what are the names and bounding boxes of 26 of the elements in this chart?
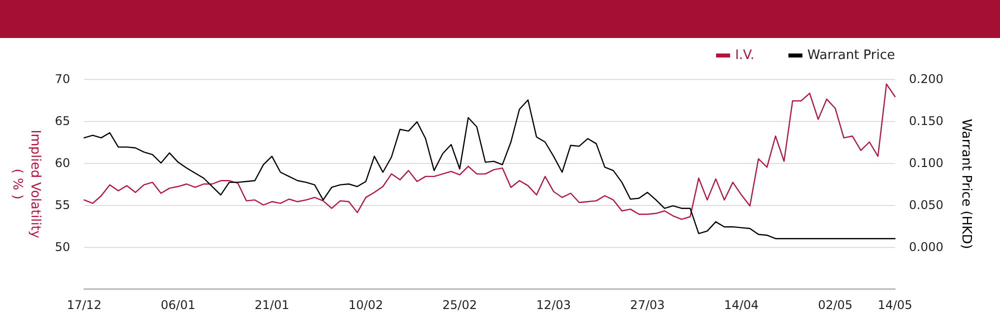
x-tick-label: 14/05: [878, 298, 912, 312]
x-tick-label: 17/12: [66, 298, 102, 312]
line-series: [84, 83, 896, 220]
y2-tick-label: 0.050: [909, 198, 944, 212]
x-tick-label: 25/02: [442, 298, 478, 312]
legend-label: Warrant Price: [807, 48, 896, 63]
y2-tick-label: 0.000: [909, 240, 944, 254]
line-series: [84, 99, 896, 240]
y-tick-label: 50: [54, 240, 70, 254]
x-tick-label: 02/05: [818, 298, 853, 312]
x-tick-label: 10/02: [348, 298, 384, 312]
y2-axis-title: Warrant Price (HKD): [958, 118, 974, 250]
y2-tick-label: 0.100: [909, 156, 944, 170]
y2-tick-label: 0.150: [909, 114, 944, 128]
x-tick-label: 06/01: [160, 298, 196, 312]
y-tick-label: 65: [54, 114, 70, 128]
legend-label: I.V.: [735, 48, 754, 63]
x-tick-label: 14/04: [724, 298, 759, 312]
x-tick-label: 27/03: [630, 298, 665, 312]
x-tick-label: 21/01: [254, 298, 290, 312]
y-tick-label: 60: [54, 156, 70, 170]
y-tick-label: 55: [54, 198, 70, 212]
x-tick-label: 12/03: [536, 298, 571, 312]
y-axis-title: Implied Volatility ( % ): [10, 130, 42, 239]
y-tick-label: 70: [54, 72, 70, 86]
y2-tick-label: 0.200: [909, 72, 944, 86]
